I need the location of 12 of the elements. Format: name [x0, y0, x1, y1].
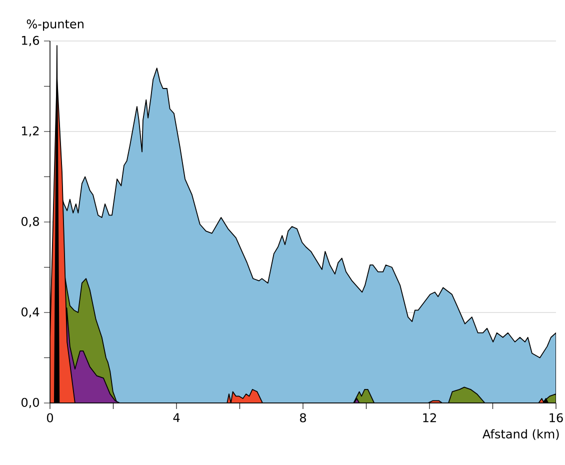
y-tick-label: 0,0: [22, 398, 40, 408]
y-axis-title: %-punten: [26, 19, 84, 31]
x-tick-label: 12: [423, 413, 436, 422]
y-tick-label: 0,4: [22, 307, 40, 318]
y-tick-label: 1,6: [22, 36, 40, 46]
y-tick-label: 1,2: [22, 126, 39, 137]
x-tick-label: 8: [300, 413, 306, 422]
x-tick-label: 0: [46, 413, 54, 422]
x-tick-label: 16: [550, 413, 563, 422]
x-axis-title: Afstand (km): [482, 429, 559, 440]
y-tick-label: 0,8: [22, 216, 39, 228]
x-tick-label: 4: [173, 413, 180, 422]
